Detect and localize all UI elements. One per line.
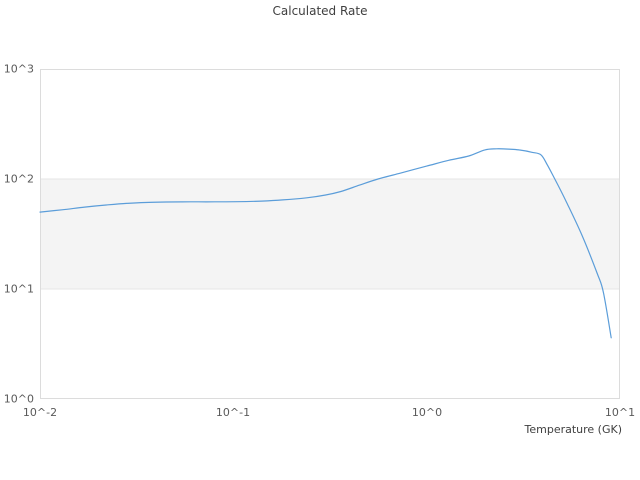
x-tick-label: 10^1 <box>604 406 636 419</box>
y-tick-label: 10^0 <box>3 392 34 406</box>
chart-title: Calculated Rate <box>272 4 368 18</box>
y-tick-label: 10^3 <box>3 62 34 76</box>
plot-border <box>40 69 620 399</box>
x-tick-label: 10^-1 <box>215 406 251 419</box>
x-axis-label: Temperature (GK) <box>524 423 623 436</box>
y-tick-label: 10^2 <box>3 172 34 186</box>
decade-band <box>40 179 620 289</box>
y-tick-label: 10^1 <box>3 282 34 296</box>
rate-line <box>39 148 612 339</box>
x-tick-label: 10^0 <box>411 406 443 419</box>
x-tick-label: 10^-2 <box>22 406 58 419</box>
